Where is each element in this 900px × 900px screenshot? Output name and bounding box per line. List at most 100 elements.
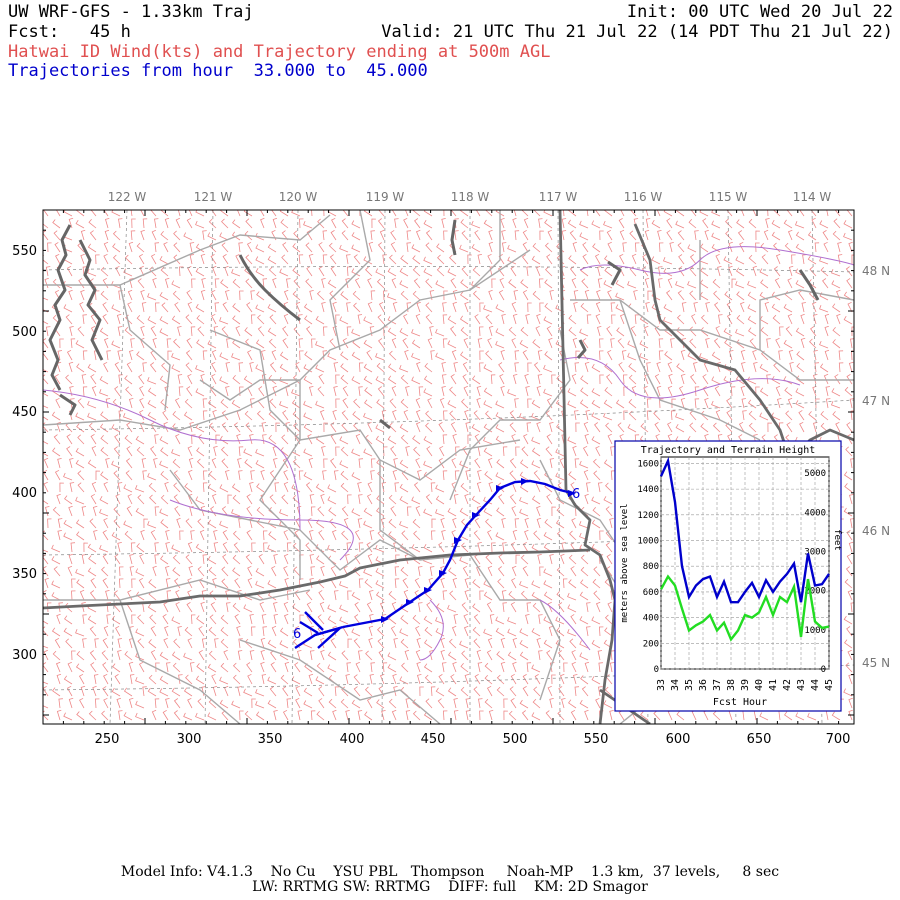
wind-barb	[760, 279, 769, 289]
wind-barb	[567, 219, 577, 229]
wind-barb	[219, 352, 229, 361]
lon-label: 116 W	[624, 190, 663, 204]
wind-barb	[275, 422, 280, 433]
wind-barb	[260, 217, 265, 229]
wind-barb	[104, 229, 110, 241]
trajectory-path	[294, 479, 573, 650]
inset-x-tick-label: 39	[740, 679, 751, 691]
wind-barb	[130, 338, 135, 349]
wind-barb	[225, 470, 230, 481]
wind-barb	[340, 291, 349, 301]
wind-barb	[522, 686, 529, 697]
x-tick-label: 350	[258, 732, 283, 747]
wind-barb	[125, 386, 133, 397]
wind-barb	[369, 590, 374, 601]
wind-barb	[77, 482, 85, 493]
wind-barb	[105, 398, 111, 409]
wind-barb	[819, 305, 829, 313]
wind-barb	[580, 579, 589, 589]
wind-barb	[163, 601, 169, 613]
wind-barb	[315, 364, 325, 373]
wind-barb	[43, 412, 49, 421]
wind-barb	[822, 230, 829, 241]
wind-barb	[459, 244, 469, 253]
wind-barb	[441, 374, 447, 385]
wind-barb	[115, 265, 121, 277]
wind-barb	[825, 386, 830, 397]
wind-barb	[767, 210, 769, 217]
wind-barb	[591, 412, 601, 421]
wind-barb	[117, 638, 122, 649]
wind-barb	[291, 388, 301, 397]
wind-barb	[534, 674, 541, 685]
wind-barb	[712, 710, 721, 721]
wind-barb	[669, 242, 674, 253]
map-ticks	[42, 209, 854, 724]
wind-barb	[477, 542, 482, 553]
wind-barb	[459, 507, 469, 517]
wind-barb	[609, 710, 614, 721]
wind-barb	[508, 591, 517, 601]
wind-barb	[498, 554, 505, 565]
wind-barb	[155, 662, 160, 673]
wind-barb	[131, 614, 136, 625]
wind-barb	[843, 291, 853, 301]
wind-barb	[343, 565, 349, 577]
wind-barb	[319, 601, 325, 613]
wind-barb	[574, 686, 580, 697]
wind-barb	[164, 217, 170, 229]
wind-barb	[303, 220, 313, 229]
wind-barb	[220, 614, 229, 625]
wind-barb	[82, 386, 88, 397]
wind-barb	[103, 625, 109, 637]
wind-barb	[346, 542, 352, 553]
wind-barb	[315, 340, 325, 349]
wind-barb	[292, 603, 301, 613]
wind-barb	[355, 433, 361, 445]
wind-barb	[258, 554, 265, 565]
wind-barb	[281, 254, 289, 265]
wind-barb	[256, 518, 265, 529]
wind-barb	[403, 313, 409, 325]
wind-barb	[130, 542, 136, 553]
wind-barb	[443, 210, 445, 217]
wind-barb	[318, 242, 325, 253]
wind-barb	[246, 302, 253, 313]
wind-barb	[284, 661, 290, 673]
wind-barb	[93, 674, 99, 685]
wind-barb	[405, 698, 410, 709]
wind-barb	[814, 362, 820, 373]
wind-barb	[704, 397, 709, 409]
wind-barb	[347, 590, 352, 601]
wind-barb	[267, 580, 277, 589]
wind-barb	[183, 687, 193, 697]
wind-barb	[138, 253, 145, 265]
wind-barb	[82, 350, 88, 361]
wind-barb	[390, 625, 397, 637]
wind-barb	[67, 565, 73, 577]
wind-barb	[51, 556, 61, 565]
wind-barb	[414, 218, 421, 229]
wind-barb	[713, 338, 721, 349]
wind-barb	[547, 229, 553, 241]
wind-barb	[574, 458, 580, 469]
wind-barb	[377, 218, 385, 229]
wind-barb	[595, 445, 601, 457]
wind-barb	[249, 362, 254, 373]
wind-barb	[704, 229, 709, 241]
wind-barb	[387, 327, 397, 337]
inset-x-tick-label: 44	[810, 679, 821, 691]
wind-barb	[759, 268, 769, 277]
wind-barb	[87, 400, 97, 409]
wind-barb	[598, 662, 603, 673]
wind-barb	[219, 317, 229, 325]
wind-barb	[140, 229, 145, 241]
wind-barb	[200, 505, 206, 517]
wind-barb	[53, 434, 61, 445]
wind-barb	[755, 230, 760, 241]
wind-barb	[89, 230, 97, 241]
wind-barb	[186, 338, 193, 349]
wind-barb	[533, 210, 541, 217]
wind-barb	[43, 645, 49, 649]
wind-barb	[499, 277, 505, 289]
